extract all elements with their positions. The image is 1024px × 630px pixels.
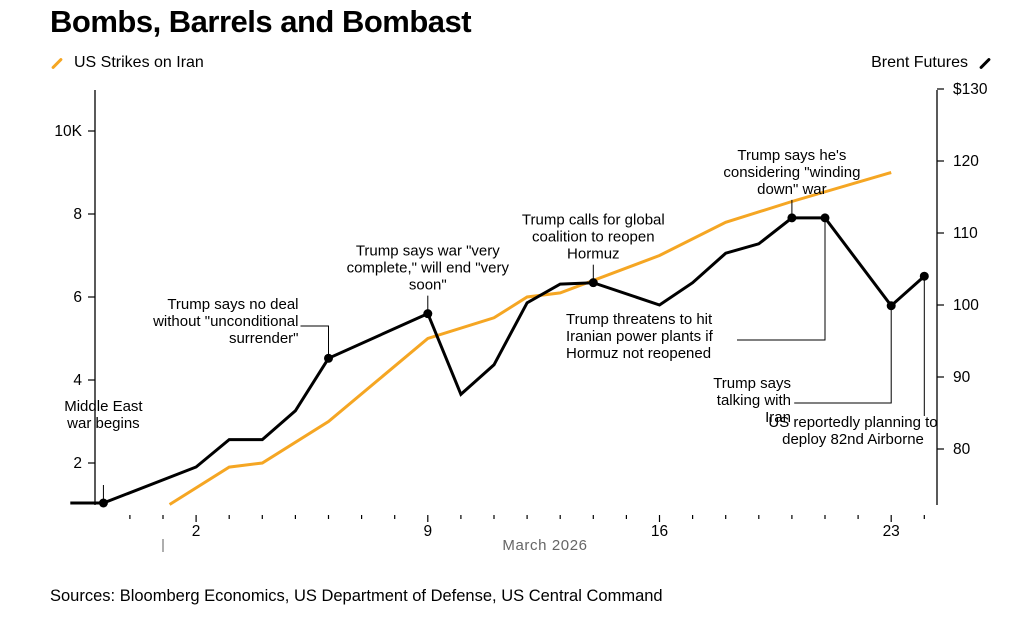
source-note: Sources: Bloomberg Economics, US Departm…	[50, 587, 663, 605]
annotation-text-line: talking with	[717, 392, 791, 409]
annotation-text-line: considering "winding	[723, 164, 860, 181]
annotation-text-line: down" war	[757, 181, 827, 198]
right-axis-tick-label: $130	[953, 81, 988, 98]
annotation-text-line: Trump calls for global	[522, 212, 665, 229]
annotation-text-line: Trump threatens to hit	[566, 311, 713, 328]
annotation-text-line: Trump says no deal	[167, 296, 298, 313]
x-axis-tick-label: 23	[883, 523, 900, 540]
annotation-text-line: US reportedly planning to	[768, 414, 937, 431]
annotation-text-line: Trump says war "very	[356, 243, 500, 260]
annotation-text-line: coalition to reopen	[532, 229, 655, 246]
x-axis-month-label: March 2026	[502, 537, 587, 554]
annotation-marker-dot	[919, 271, 929, 281]
annotation-marker-dot	[98, 498, 108, 508]
legend-strikes-label: US Strikes on Iran	[74, 54, 204, 71]
annotation-marker-dot	[886, 301, 896, 311]
left-axis-tick-label: 10K	[54, 123, 82, 140]
left-axis-tick-label: 8	[73, 206, 82, 223]
annotation-leader	[794, 305, 892, 404]
annotation-text-line: Hormuz	[567, 246, 620, 263]
annotation-text-line: Middle East	[64, 398, 143, 415]
chart-title: Bombs, Barrels and Bombast	[50, 4, 472, 39]
annotation-leader	[737, 217, 826, 341]
annotation-text-line: soon"	[409, 277, 447, 294]
annotation-text-line: war begins	[66, 415, 140, 432]
legend-strikes: US Strikes on Iran	[50, 54, 204, 72]
right-axis-tick-label: 80	[953, 441, 971, 458]
annotation-marker-dot	[423, 309, 433, 319]
annotation-marker-dot	[324, 353, 333, 363]
right-axis-tick-label: 120	[953, 153, 979, 170]
right-axis-tick-label: 90	[953, 369, 971, 386]
annotation-text-line: surrender"	[229, 330, 299, 347]
x-axis-tick-label: 2	[192, 523, 201, 540]
annotation-text-line: Trump says	[713, 375, 791, 392]
annotation-text-line: Iran	[765, 409, 791, 426]
strikes-series-line	[168, 171, 892, 506]
annotation-marker-dot	[787, 213, 797, 223]
annotation-text-line: Trump says he's	[737, 147, 846, 164]
left-axis-tick-label: 2	[73, 455, 82, 472]
brent-series-line	[70, 216, 926, 505]
left-axis-tick-label: 4	[73, 372, 82, 389]
x-axis-tick-label: 16	[651, 523, 668, 540]
x-axis-tick-label: 9	[423, 523, 432, 540]
annotation-marker-dot	[820, 213, 830, 223]
annotation-text-line: deploy 82nd Airborne	[782, 431, 924, 448]
right-axis-tick-label: 100	[953, 297, 979, 314]
legend-brent-label: Brent Futures	[871, 54, 968, 71]
annotation-text-line: Iranian power plants if	[566, 328, 714, 345]
legend-brent: Brent Futures	[871, 54, 992, 72]
annotation-leader	[300, 325, 329, 359]
left-axis-tick-label: 6	[73, 289, 82, 306]
annotation-text-line: without "unconditional	[152, 313, 298, 330]
annotation-marker-dot	[588, 278, 598, 288]
annotation-text-line: complete," will end "very	[347, 260, 510, 277]
right-axis-tick-label: 110	[953, 225, 978, 242]
annotation-text-line: Hormuz not reopened	[566, 345, 711, 362]
